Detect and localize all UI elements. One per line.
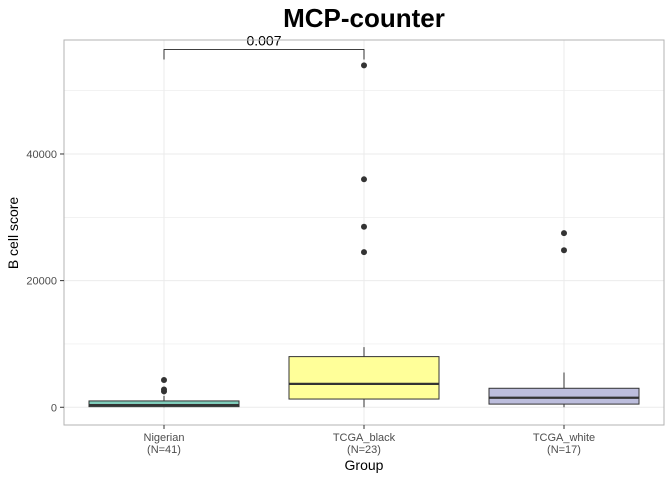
outlier-point — [361, 176, 367, 183]
outlier-point — [161, 388, 167, 395]
x-tick-label: Nigerian (N=41) — [144, 432, 185, 456]
box-group — [288, 62, 440, 408]
outlier-point — [361, 249, 367, 256]
outlier-point — [561, 230, 567, 237]
box-iqr — [288, 356, 440, 400]
outlier-point — [561, 247, 567, 254]
y-tick-label: 40000 — [26, 149, 57, 161]
x-tick-label-line: TCGA_black — [333, 432, 396, 444]
box-group — [88, 377, 240, 408]
x-axis-ticks: Nigerian (N=41) TCGA_black (N=23) TCGA_white… — [144, 425, 595, 456]
x-tick-label-line: Nigerian — [144, 432, 185, 444]
x-tick-label-line: (N=23) — [347, 444, 381, 456]
x-tick-label: TCGA_black (N=23) — [333, 432, 396, 456]
x-tick-label-line: (N=41) — [147, 444, 181, 456]
box-iqr — [88, 400, 240, 408]
outlier-point — [161, 377, 167, 384]
y-axis-title: B cell score — [5, 197, 21, 270]
y-tick-label: 0 — [51, 402, 57, 414]
significance-bracket — [163, 49, 365, 60]
box-iqr — [488, 387, 640, 405]
y-axis-ticks: 0 20000 40000 — [26, 149, 64, 414]
x-tick-label: TCGA_white (N=17) — [533, 432, 595, 456]
box-group — [488, 230, 640, 408]
boxes-layer — [88, 62, 640, 408]
chart-title: MCP-counter — [283, 3, 445, 33]
y-tick-label: 20000 — [26, 276, 57, 288]
x-tick-label-line: TCGA_white — [533, 432, 595, 444]
outlier-point — [361, 62, 367, 69]
x-tick-label-line: (N=17) — [547, 444, 581, 456]
outlier-point — [361, 223, 367, 230]
x-axis-title: Group — [345, 457, 384, 473]
